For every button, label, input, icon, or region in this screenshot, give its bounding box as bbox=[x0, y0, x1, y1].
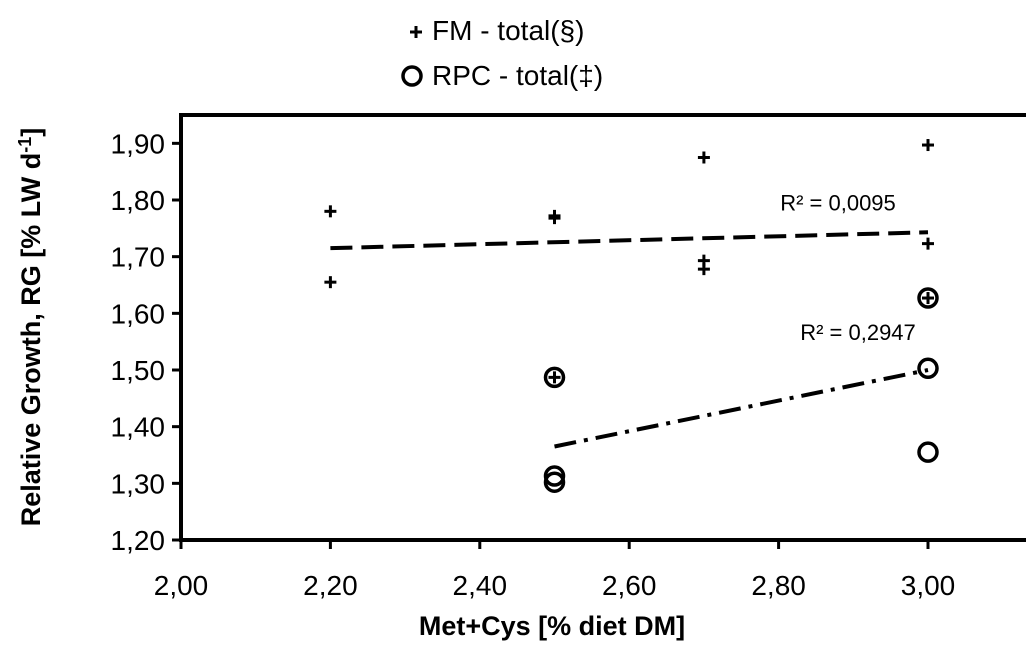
legend-marker-fm bbox=[410, 26, 422, 38]
x-tick-label: 3,00 bbox=[901, 570, 956, 601]
data-point-fm bbox=[922, 292, 934, 305]
y-axis-title-suffix: ] bbox=[16, 128, 46, 137]
trendline-rpc bbox=[554, 368, 929, 449]
data-point-rpc bbox=[917, 441, 939, 463]
data-points bbox=[324, 139, 939, 493]
data-point-fm bbox=[324, 205, 337, 218]
data-point-rpc bbox=[543, 465, 566, 487]
legend-marker-rpc bbox=[401, 65, 423, 87]
legend-item-rpc: RPC - total(‡) bbox=[401, 60, 603, 91]
legend-label-rpc: RPC - total(‡) bbox=[432, 60, 603, 91]
y-axis: 1,20 1,30 1,40 1,50 1,60 1,70 1,80 1,90 bbox=[111, 128, 181, 556]
x-tick-label: 2,40 bbox=[453, 570, 508, 601]
r2-label-rpc: R² = 0,2947 bbox=[800, 320, 916, 345]
data-point-fm bbox=[922, 139, 934, 152]
y-tick-label: 1,70 bbox=[111, 242, 166, 273]
y-tick-label: 1,80 bbox=[111, 185, 166, 216]
legend-item-fm: FM - total(§) bbox=[410, 15, 584, 46]
data-point-rpc bbox=[543, 471, 566, 493]
y-tick-label: 1,30 bbox=[111, 468, 166, 499]
y-tick-label: 1,60 bbox=[111, 298, 166, 329]
y-axis-title: Relative Growth, RG [% LW d-1] bbox=[15, 128, 46, 527]
x-tick-label: 2,80 bbox=[751, 570, 806, 601]
trendlines: R² = 0,0095 R² = 0,2947 bbox=[330, 190, 929, 449]
x-tick-label: 2,20 bbox=[303, 570, 358, 601]
plot-area-frame bbox=[179, 113, 1026, 542]
y-axis-title-main: Relative Growth, RG [% LW d bbox=[16, 153, 46, 527]
x-tick-label: 2,00 bbox=[154, 570, 209, 601]
data-point-rpc bbox=[917, 287, 939, 309]
y-tick-label: 1,40 bbox=[111, 412, 166, 443]
legend-label-fm: FM - total(§) bbox=[432, 15, 584, 46]
trendline-fm bbox=[330, 230, 929, 251]
data-point-fm bbox=[697, 263, 710, 276]
y-axis-title-superscript: -1 bbox=[15, 137, 35, 153]
data-point-rpc bbox=[917, 357, 939, 380]
y-tick-label: 1,90 bbox=[111, 128, 166, 159]
y-tick-label: 1,20 bbox=[111, 525, 166, 556]
legend-plus-icon bbox=[410, 26, 422, 38]
legend-circle-icon bbox=[401, 65, 423, 87]
data-point-fm bbox=[324, 276, 337, 289]
x-axis: 2,00 2,20 2,40 2,60 2,80 3,00 bbox=[154, 540, 956, 601]
legend: FM - total(§) RPC - total(‡) bbox=[401, 15, 603, 91]
data-point-fm bbox=[697, 151, 710, 164]
data-point-fm bbox=[548, 212, 561, 225]
r2-label-fm: R² = 0,0095 bbox=[780, 190, 896, 215]
data-point-fm bbox=[922, 237, 934, 250]
data-point-rpc bbox=[543, 366, 566, 389]
x-axis-title: Met+Cys [% diet DM] bbox=[419, 611, 685, 641]
data-point-fm bbox=[548, 371, 561, 384]
x-tick-label: 2,60 bbox=[602, 570, 657, 601]
y-tick-label: 1,50 bbox=[111, 355, 166, 386]
